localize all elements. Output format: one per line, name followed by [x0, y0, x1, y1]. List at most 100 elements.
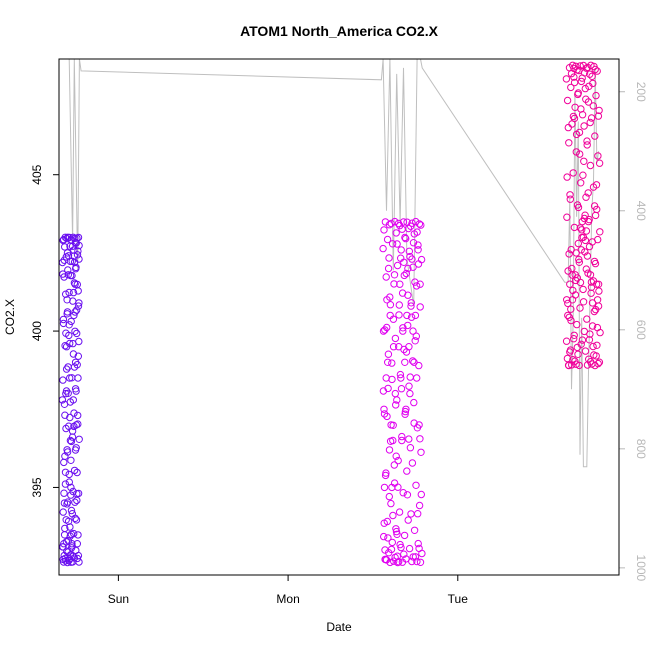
data-point	[410, 230, 418, 238]
data-point	[74, 374, 82, 382]
data-point	[581, 347, 590, 355]
data-point	[391, 217, 399, 226]
data-point	[564, 123, 572, 132]
data-point	[569, 356, 577, 364]
data-point	[413, 424, 422, 432]
data-point	[395, 558, 403, 566]
data-point	[417, 448, 425, 456]
data-point	[564, 299, 572, 308]
data-point	[398, 225, 406, 233]
y-tick-label: 400	[30, 321, 44, 341]
data-point	[582, 227, 591, 235]
data-point	[406, 373, 414, 381]
data-point	[596, 328, 604, 337]
data-point	[65, 478, 74, 486]
data-point	[70, 252, 78, 260]
data-point	[593, 341, 601, 349]
data-point	[59, 315, 68, 324]
data-point	[411, 337, 419, 345]
data-point	[392, 229, 400, 237]
data-point	[398, 436, 406, 445]
data-point	[563, 213, 571, 221]
data-point	[66, 339, 74, 348]
data-point	[417, 221, 425, 229]
data-point	[382, 469, 390, 477]
data-point	[406, 252, 414, 261]
data-point	[383, 323, 391, 332]
data-point	[380, 483, 389, 492]
data-point	[579, 171, 587, 179]
data-point	[586, 161, 595, 170]
data-point	[390, 461, 398, 469]
data-point	[384, 350, 393, 358]
data-point	[575, 258, 583, 266]
data-point	[395, 508, 404, 516]
data-point	[570, 335, 578, 343]
data-point	[381, 555, 389, 564]
data-point	[579, 285, 587, 294]
data-point	[62, 387, 71, 395]
data-point	[387, 219, 395, 228]
data-point	[403, 311, 411, 320]
data-point	[61, 554, 69, 563]
data-point	[565, 313, 573, 321]
data-point	[595, 287, 603, 295]
data-point	[74, 420, 82, 428]
data-point	[588, 322, 597, 330]
data-point	[581, 211, 589, 219]
data-point	[587, 278, 596, 286]
data-point	[72, 306, 81, 314]
data-point	[406, 389, 414, 398]
axes-layer: Sun Mon Tue 395 400 405 200 400 600 800 1000	[30, 82, 648, 606]
data-point	[590, 257, 599, 266]
data-point	[64, 537, 73, 545]
data-point	[403, 491, 412, 499]
data-point	[379, 244, 387, 253]
data-point	[586, 118, 594, 127]
data-point	[67, 506, 76, 515]
data-point	[382, 273, 390, 281]
data-point	[62, 516, 70, 524]
data-point	[65, 422, 73, 430]
data-point	[577, 340, 585, 348]
data-point	[576, 304, 584, 312]
data-point	[392, 401, 400, 409]
data-point	[385, 549, 393, 557]
data-point	[60, 531, 69, 539]
data-point	[71, 327, 79, 335]
data-point	[400, 550, 408, 558]
data-point	[399, 324, 407, 332]
data-point	[381, 471, 390, 480]
data-point	[70, 466, 79, 475]
plot-frame	[58, 58, 620, 576]
data-point	[397, 543, 405, 552]
data-point	[570, 78, 579, 87]
x-tick-label: Tue	[448, 592, 469, 606]
data-point	[65, 233, 74, 242]
data-point	[564, 311, 572, 320]
data-point	[60, 458, 68, 467]
data-point	[61, 480, 70, 488]
data-point	[578, 233, 586, 242]
data-point	[386, 293, 394, 301]
data-point	[68, 271, 76, 280]
data-point	[407, 299, 415, 307]
data-point	[387, 499, 395, 508]
data-point	[589, 102, 597, 110]
data-point	[409, 357, 417, 365]
data-point	[585, 215, 593, 224]
data-point	[580, 157, 588, 166]
data-point	[562, 75, 571, 83]
secondary-line-layer	[62, 58, 600, 468]
data-point	[390, 280, 398, 288]
data-point	[59, 319, 68, 328]
data-point	[401, 358, 409, 366]
data-point	[400, 531, 409, 540]
data-point	[414, 539, 422, 548]
data-point	[66, 532, 74, 540]
data-point	[395, 311, 403, 319]
data-point	[397, 246, 405, 254]
data-point	[406, 444, 415, 452]
data-point	[75, 435, 83, 443]
